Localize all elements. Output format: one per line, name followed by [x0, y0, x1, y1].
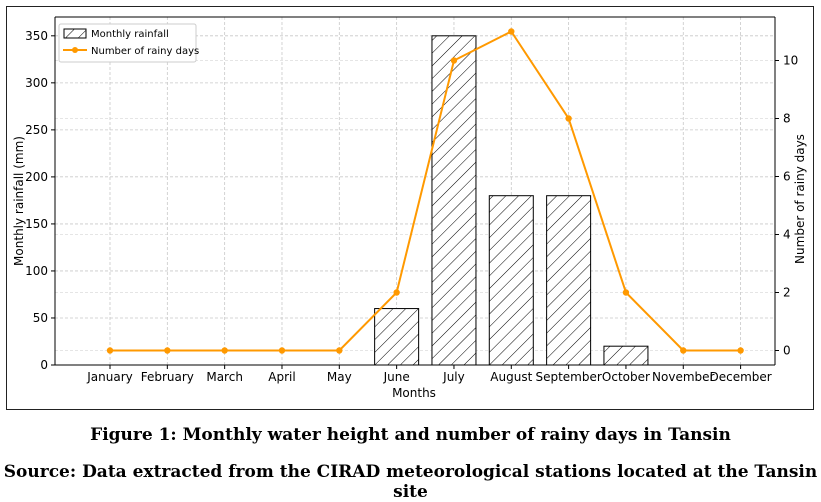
y-tick-label: 350	[25, 29, 48, 43]
x-tick-label: July	[442, 370, 465, 384]
y2-tick-label: 0	[783, 344, 791, 358]
rainfall-bar	[431, 35, 477, 366]
legend-label-rainfall: Monthly rainfall	[91, 29, 169, 40]
rainfall-chart: 0 50 100 150 200 250 300 350 0 2 4 6 8 10 January Febru…	[12, 16, 807, 400]
source-text: : Data extracted from the CIRAD meteorol…	[69, 462, 818, 502]
rainy-days-point	[508, 28, 515, 35]
legend-label-rainy-days: Number of rainy days	[91, 46, 199, 57]
x-axis-title: Months	[392, 386, 436, 400]
x-tick-label: October	[602, 370, 650, 384]
rainy-days-point	[737, 347, 744, 354]
legend-bar-swatch	[63, 28, 87, 39]
x-tick-label: January	[86, 370, 133, 384]
x-tick-label: March	[206, 370, 243, 384]
x-tick-label: September	[535, 370, 601, 384]
rainy-days-point	[164, 347, 171, 354]
rainy-days-line	[106, 28, 744, 354]
y-tick-label: 250	[25, 123, 48, 137]
figure-caption: Figure 1: Monthly water height and numbe…	[90, 425, 731, 445]
rainy-days-point	[221, 347, 228, 354]
y-tick-label: 150	[25, 217, 48, 231]
y-axis-title: Monthly rainfall (mm)	[12, 136, 26, 266]
rainy-days-point	[450, 57, 458, 64]
rainfall-bar	[374, 308, 420, 366]
rainy-days-point	[278, 347, 286, 354]
y-tick-label: 100	[25, 264, 48, 278]
axes: 0 50 100 150 200 250 300 350 0 2 4 6 8 10 January Febru…	[25, 16, 798, 384]
rainfall-bar	[488, 195, 534, 366]
x-tick-label: December	[709, 370, 771, 384]
source-caption: Source: Data extracted from the CIRAD me…	[0, 462, 821, 502]
x-tick-label: June	[383, 370, 410, 384]
x-tick-label: November	[652, 370, 714, 384]
y-tick-label: 0	[40, 358, 48, 372]
y2-axis-title: Number of rainy days	[793, 134, 807, 264]
y2-tick-label: 8	[783, 112, 791, 126]
grid	[55, 17, 775, 366]
y-tick-label: 300	[25, 76, 48, 90]
rainfall-bars	[374, 35, 649, 366]
y-tick-label: 50	[33, 311, 48, 325]
source-label: Source	[3, 462, 70, 482]
rainy-days-point	[106, 347, 114, 354]
y-tick-label: 200	[25, 170, 48, 184]
x-tick-label: August	[490, 370, 532, 384]
y2-tick-label: 10	[783, 54, 798, 68]
rainy-days-polyline	[110, 30, 741, 352]
y2-tick-label: 6	[783, 170, 791, 184]
rainy-days-point	[336, 347, 343, 354]
rainy-days-point	[393, 289, 400, 296]
rainy-days-point	[680, 347, 687, 354]
x-tick-label: May	[327, 370, 352, 384]
rainfall-bar	[603, 345, 649, 366]
legend-box	[58, 23, 197, 63]
x-tick-label: February	[141, 370, 194, 384]
legend-line-marker	[72, 47, 78, 53]
chart-frame: 0 50 100 150 200 250 300 350 0 2 4 6 8 10 January Febru…	[6, 6, 814, 410]
y2-tick-label: 2	[783, 286, 791, 300]
rainy-days-point	[622, 289, 630, 296]
x-tick-label: April	[268, 370, 295, 384]
rainfall-bar	[546, 195, 592, 366]
y2-tick-label: 4	[783, 228, 791, 242]
legend: Monthly rainfall Number of rainy days	[58, 23, 199, 63]
rainy-days-point	[565, 115, 572, 122]
